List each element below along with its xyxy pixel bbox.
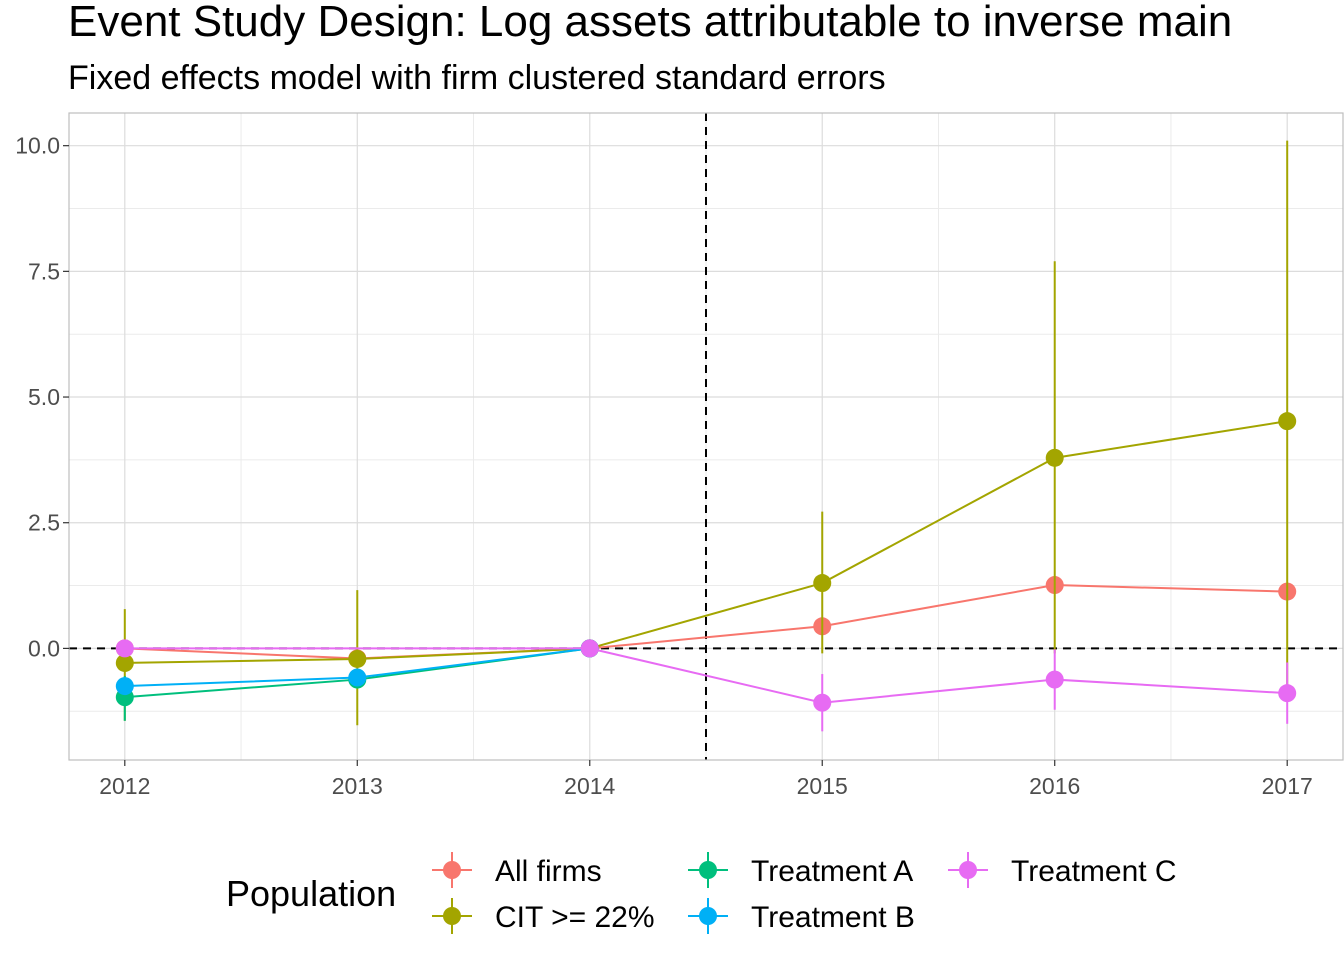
- y-tick-label: 7.5: [28, 258, 60, 284]
- legend-key-point: [443, 907, 461, 925]
- data-point: [813, 693, 832, 712]
- axis-layer: 0.0 2.5 5.0 7.5 10.0 2012 2013 2014 2015 2016 2017: [15, 133, 1313, 799]
- legend-item: Treatment A: [688, 852, 913, 888]
- data-point: [1045, 670, 1064, 689]
- data-point: [1045, 448, 1064, 467]
- y-tick-label: 0.0: [28, 635, 60, 661]
- data-point: [115, 677, 134, 696]
- x-tick-label: 2017: [1262, 773, 1313, 799]
- legend-key-point: [443, 861, 461, 879]
- x-tick-label: 2012: [99, 773, 150, 799]
- data-point: [348, 668, 367, 687]
- data-point: [813, 574, 832, 593]
- legend-title: Population: [226, 873, 396, 914]
- legend-label: Treatment B: [751, 901, 915, 934]
- legend: Population All firms CIT >= 22% Treatment A…: [226, 852, 1177, 934]
- series-line: [124, 584, 1288, 660]
- legend-label: Treatment C: [1011, 855, 1177, 888]
- x-tick-label: 2013: [332, 773, 383, 799]
- panel-border: [68, 112, 1344, 761]
- legend-key-point: [959, 861, 977, 879]
- data-point: [115, 653, 134, 672]
- data-point: [348, 649, 367, 668]
- chart-title: Event Study Design: Log assets attributa…: [68, 0, 1233, 46]
- data-point: [1278, 684, 1297, 703]
- legend-item: Treatment C: [948, 852, 1177, 888]
- y-tick-label: 5.0: [28, 384, 60, 410]
- series-line: [124, 420, 1288, 664]
- x-tick-label: 2014: [564, 773, 615, 799]
- chart-subtitle: Fixed effects model with firm clustered …: [68, 59, 886, 97]
- y-tick-label: 2.5: [28, 510, 60, 536]
- legend-key-point: [699, 907, 717, 925]
- series-1: [115, 140, 1297, 726]
- legend-label: CIT >= 22%: [495, 901, 655, 934]
- data-point: [580, 639, 599, 658]
- data-point: [1278, 412, 1297, 431]
- legend-item: CIT >= 22%: [432, 898, 655, 934]
- legend-label: Treatment A: [751, 855, 913, 888]
- x-tick-label: 2016: [1029, 773, 1080, 799]
- series-layer: [115, 140, 1297, 732]
- y-tick-label: 10.0: [15, 133, 60, 159]
- data-point: [115, 639, 134, 658]
- legend-label: All firms: [495, 855, 602, 888]
- legend-key-point: [699, 861, 717, 879]
- series-4: [115, 639, 1297, 732]
- x-tick-label: 2015: [797, 773, 848, 799]
- legend-item: All firms: [432, 852, 602, 888]
- legend-item: Treatment B: [688, 898, 915, 934]
